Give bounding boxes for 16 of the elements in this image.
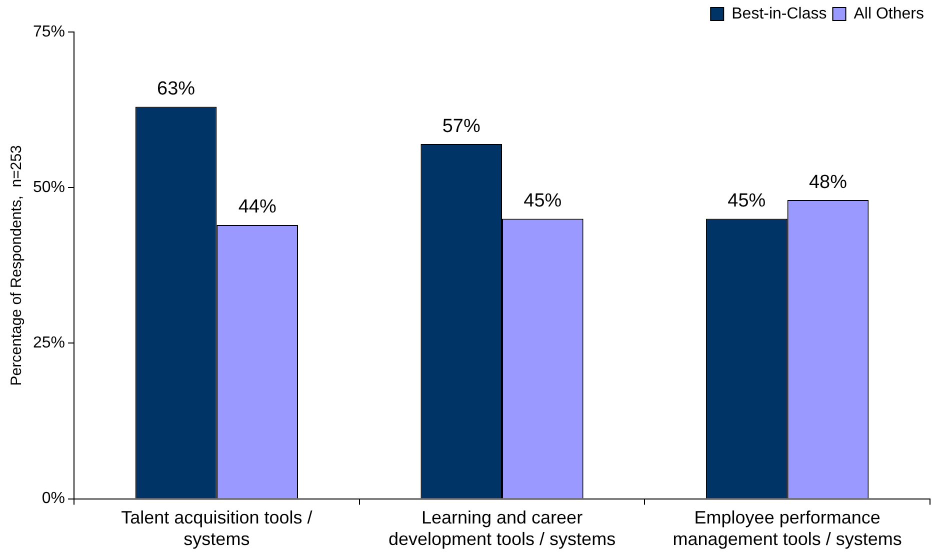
x-tick-label: Employee performance management tools / systems [672, 508, 902, 550]
data-label: 45% [524, 190, 562, 212]
y-axis-title: Percentage of Respondents, n=253 [8, 145, 26, 386]
data-label: 45% [728, 190, 766, 212]
y-tick-label: 75% [32, 23, 66, 40]
data-label: 44% [238, 196, 276, 218]
data-label: 63% [157, 78, 196, 100]
y-tick-label: 50% [32, 179, 66, 196]
y-tick-label: 25% [32, 334, 66, 352]
legend-label: All Others [854, 5, 924, 22]
y-tick-label: 0% [42, 490, 66, 508]
legend-label: Best-in-Class [732, 5, 827, 22]
x-tick-label: Talent acquisition tools / systems [121, 508, 312, 550]
data-label: 57% [442, 116, 480, 137]
x-tick-label: Learning and career development tools / systems [388, 508, 616, 550]
data-label: 48% [808, 172, 848, 193]
